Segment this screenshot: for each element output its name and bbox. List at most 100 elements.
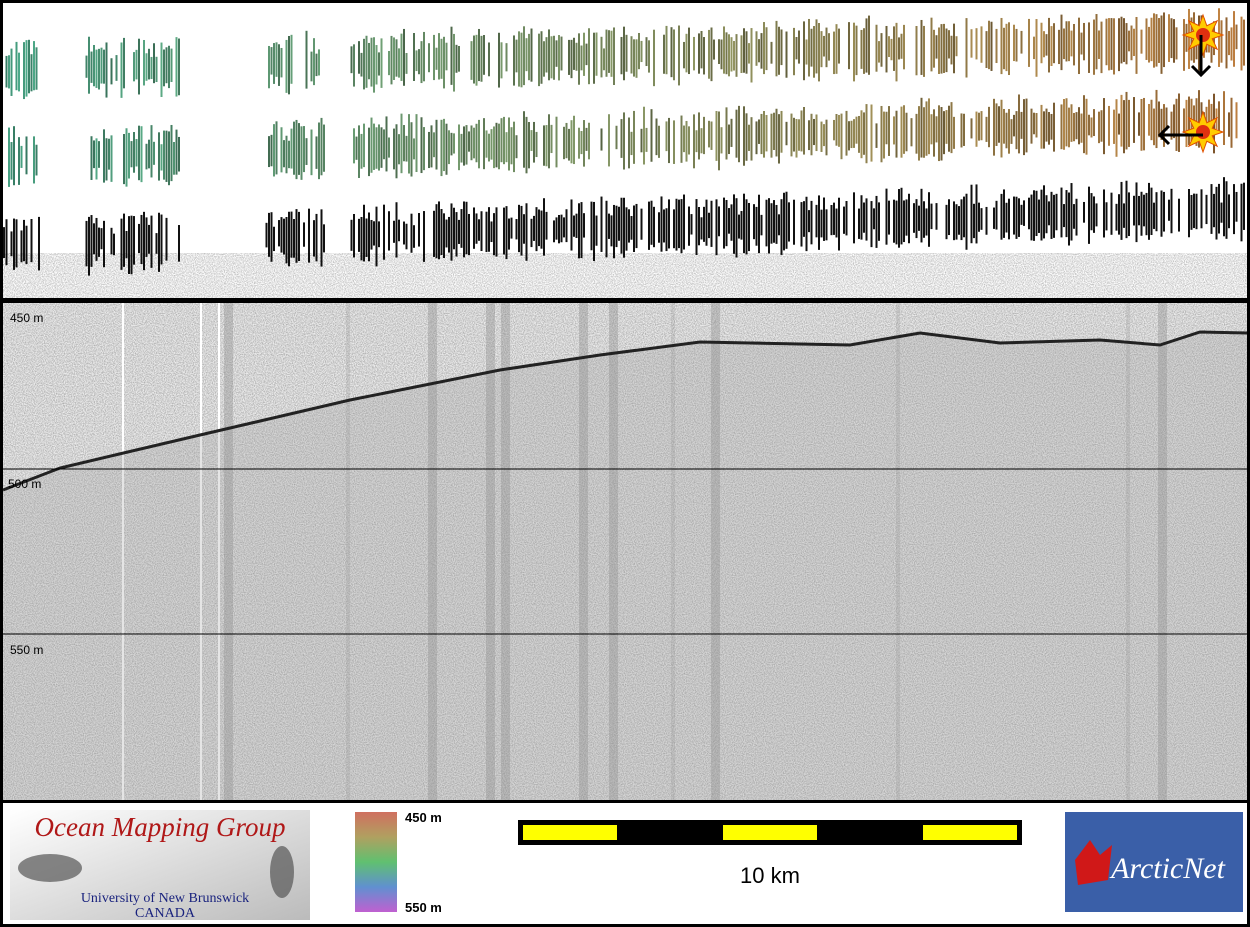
swath-ping <box>925 101 928 156</box>
swath-ping <box>825 27 828 68</box>
swath-ping <box>1240 183 1243 242</box>
swath-ping <box>418 213 420 247</box>
swath-ping <box>273 124 275 177</box>
swath-ping <box>933 29 935 68</box>
swath-ping <box>1003 189 1005 238</box>
swath-ping <box>473 35 475 84</box>
swath-ping <box>33 136 35 184</box>
swath-ping <box>1105 202 1108 231</box>
swath-ping <box>633 205 635 253</box>
swath-ping <box>1048 17 1050 73</box>
swath-ping <box>513 35 515 86</box>
swath-ping <box>433 210 435 257</box>
swath-ping <box>318 49 320 76</box>
swath-ping <box>685 33 688 73</box>
swath-ping <box>985 116 988 142</box>
swath-ping <box>1003 27 1005 70</box>
swath-ping <box>770 41 773 64</box>
swath-ping <box>1035 19 1038 77</box>
swath-ping <box>13 218 15 270</box>
swath-ping <box>320 209 323 267</box>
swath-ping <box>103 129 105 183</box>
swath-ping <box>1090 117 1093 138</box>
swath-ping <box>1063 98 1065 150</box>
swath-ping <box>735 109 738 158</box>
swath-ping <box>758 39 760 63</box>
swath-ping <box>1030 108 1033 144</box>
swath-ping <box>938 105 940 162</box>
swath-ping <box>1233 11 1235 67</box>
swath-ping <box>405 52 408 74</box>
swath-ping <box>863 202 865 233</box>
swath-ping <box>790 113 793 157</box>
swath-ping <box>1075 112 1078 140</box>
swath-ping <box>948 199 950 236</box>
swath-ping <box>658 212 660 243</box>
swath-ping <box>948 30 950 59</box>
swath-ping <box>590 201 593 251</box>
swath-ping <box>1220 202 1223 223</box>
swath-ping <box>660 196 663 252</box>
swath-ping <box>978 202 980 232</box>
swath-ping <box>378 124 380 171</box>
swath-ping <box>363 204 365 262</box>
swath-ping <box>708 212 710 239</box>
swath-ping <box>578 127 580 159</box>
swath-ping <box>540 31 543 84</box>
subsurface <box>3 332 1247 800</box>
swath-ping <box>368 42 370 80</box>
swath-ping <box>1140 99 1143 151</box>
swath-ping <box>810 28 813 67</box>
swath-ping <box>788 202 790 242</box>
swath-ping <box>138 223 140 254</box>
swath-ping <box>375 206 378 267</box>
swath-ping <box>860 195 863 240</box>
swath-ping <box>715 199 718 256</box>
swath-ping <box>433 34 435 81</box>
swath-ping <box>150 56 153 80</box>
swath-ping <box>135 139 138 167</box>
swath-ping <box>440 119 443 177</box>
swath-ping <box>370 117 373 173</box>
swath-ping <box>1168 199 1170 221</box>
swath-ping <box>900 33 903 59</box>
swath-ping <box>445 219 448 248</box>
swath-ping <box>363 38 365 90</box>
swath-ping <box>1170 18 1173 59</box>
swath-ping <box>103 220 105 268</box>
swath-ping <box>728 34 730 77</box>
swath-ping <box>920 188 923 243</box>
swath-ping <box>508 218 510 250</box>
swath-ping <box>485 211 488 253</box>
swath-ping <box>775 204 778 244</box>
swath-ping <box>825 119 828 156</box>
swath-ping <box>1088 22 1090 73</box>
swath-ping <box>745 113 748 161</box>
swath-ping <box>403 125 405 162</box>
swath-ping <box>763 22 765 75</box>
swath-ping <box>570 199 573 251</box>
swath-ping <box>588 28 590 85</box>
swath-ping <box>978 112 980 141</box>
arrow <box>1157 124 1203 146</box>
swath-ping <box>925 208 928 236</box>
swath-ping <box>635 39 638 78</box>
swath-ping <box>673 120 675 164</box>
swath-ping <box>603 48 605 71</box>
swath-ping <box>570 120 573 164</box>
swath-ping <box>960 113 963 148</box>
swath-ping <box>308 208 310 263</box>
swath-ping <box>745 31 748 74</box>
swath-ping <box>960 199 963 241</box>
swath-ping <box>483 118 485 170</box>
swath-ping <box>743 106 745 166</box>
swath-ping <box>955 36 958 57</box>
swath-ping <box>1070 30 1073 57</box>
swath-ping <box>1153 108 1155 146</box>
swath-ping <box>665 25 668 75</box>
swath-ping <box>765 199 768 247</box>
swath-ping <box>443 213 445 259</box>
maple-leaf <box>1075 840 1112 885</box>
swath-ping <box>940 107 943 161</box>
swath-ping <box>605 29 608 77</box>
